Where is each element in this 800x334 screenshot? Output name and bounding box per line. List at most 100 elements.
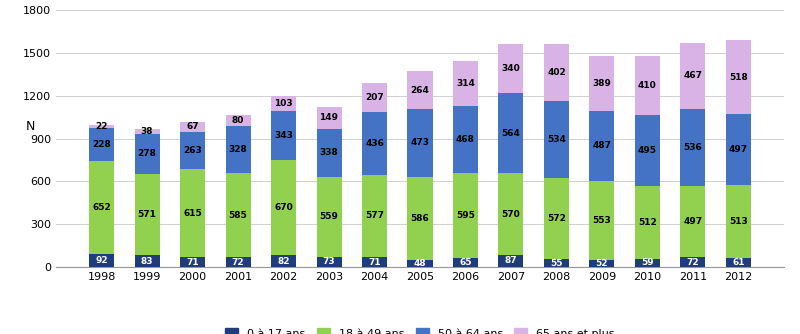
Bar <box>362 257 387 267</box>
Bar <box>134 255 159 267</box>
Text: 72: 72 <box>232 258 244 267</box>
Text: 389: 389 <box>593 79 611 88</box>
Bar <box>544 101 569 178</box>
Bar <box>635 115 660 186</box>
Text: 536: 536 <box>683 143 702 152</box>
Bar <box>362 175 387 257</box>
Text: 314: 314 <box>456 79 475 88</box>
Bar <box>590 181 614 260</box>
Bar <box>498 44 523 93</box>
Bar <box>635 56 660 115</box>
Text: 497: 497 <box>683 217 702 226</box>
Text: 586: 586 <box>410 214 430 223</box>
Bar <box>89 128 114 161</box>
Bar <box>498 173 523 255</box>
Text: 207: 207 <box>365 93 384 102</box>
Text: 340: 340 <box>502 64 520 73</box>
Text: 487: 487 <box>593 142 611 151</box>
Text: 22: 22 <box>95 122 108 131</box>
Text: 38: 38 <box>141 127 154 136</box>
Text: 468: 468 <box>456 135 475 144</box>
Bar <box>271 111 296 160</box>
Text: 80: 80 <box>232 116 244 125</box>
Text: 652: 652 <box>92 203 111 212</box>
Bar <box>590 55 614 111</box>
Bar <box>317 257 342 267</box>
Bar <box>590 260 614 267</box>
Text: 82: 82 <box>278 257 290 266</box>
Bar <box>726 114 751 185</box>
Bar <box>681 109 706 186</box>
Text: 512: 512 <box>638 218 657 227</box>
Text: 570: 570 <box>502 209 520 218</box>
Bar <box>407 177 433 260</box>
Bar <box>134 134 159 174</box>
Bar <box>180 122 205 132</box>
Text: 564: 564 <box>502 129 521 138</box>
Text: 71: 71 <box>368 258 381 267</box>
Text: 513: 513 <box>729 217 748 226</box>
Bar <box>317 177 342 257</box>
Text: 83: 83 <box>141 257 154 266</box>
Bar <box>681 186 706 257</box>
Text: 228: 228 <box>92 140 111 149</box>
Bar <box>226 173 250 257</box>
Text: 518: 518 <box>729 73 748 82</box>
Bar <box>362 112 387 175</box>
Text: 264: 264 <box>410 86 430 95</box>
Y-axis label: N: N <box>26 121 35 134</box>
Bar <box>726 259 751 267</box>
Text: 48: 48 <box>414 259 426 268</box>
Bar <box>271 160 296 256</box>
Bar <box>271 256 296 267</box>
Bar <box>89 254 114 267</box>
Text: 497: 497 <box>729 145 748 154</box>
Text: 103: 103 <box>274 99 293 108</box>
Text: 595: 595 <box>456 211 475 220</box>
Bar <box>590 111 614 181</box>
Text: 65: 65 <box>459 258 472 267</box>
Bar <box>180 132 205 169</box>
Text: 467: 467 <box>683 71 702 80</box>
Bar <box>317 129 342 177</box>
Bar <box>681 43 706 109</box>
Text: 59: 59 <box>641 259 654 268</box>
Text: 87: 87 <box>505 257 518 266</box>
Bar <box>453 173 478 258</box>
Bar <box>726 40 751 114</box>
Text: 92: 92 <box>95 256 108 265</box>
Text: 73: 73 <box>322 258 335 267</box>
Text: 670: 670 <box>274 203 293 212</box>
Bar <box>89 125 114 128</box>
Text: 71: 71 <box>186 258 199 267</box>
Text: 343: 343 <box>274 131 293 140</box>
Bar <box>453 258 478 267</box>
Text: 615: 615 <box>183 209 202 218</box>
Bar <box>226 115 250 127</box>
Bar <box>635 186 660 259</box>
Text: 67: 67 <box>186 122 199 131</box>
Bar <box>407 109 433 177</box>
Text: 534: 534 <box>547 135 566 144</box>
Bar <box>453 106 478 173</box>
Bar <box>407 260 433 267</box>
Bar <box>453 61 478 106</box>
Text: 585: 585 <box>229 211 247 220</box>
Bar <box>726 185 751 259</box>
Text: 436: 436 <box>365 139 384 148</box>
Text: 571: 571 <box>138 210 157 219</box>
Bar <box>544 259 569 267</box>
Text: 553: 553 <box>593 216 611 225</box>
Bar <box>498 255 523 267</box>
Bar <box>134 129 159 134</box>
Bar <box>226 127 250 173</box>
Bar <box>362 83 387 112</box>
Bar <box>498 93 523 173</box>
Text: 149: 149 <box>319 114 338 123</box>
Bar <box>544 44 569 101</box>
Text: 402: 402 <box>547 68 566 77</box>
Text: 61: 61 <box>732 258 745 267</box>
Bar <box>544 178 569 259</box>
Bar <box>226 257 250 267</box>
Bar <box>89 161 114 254</box>
